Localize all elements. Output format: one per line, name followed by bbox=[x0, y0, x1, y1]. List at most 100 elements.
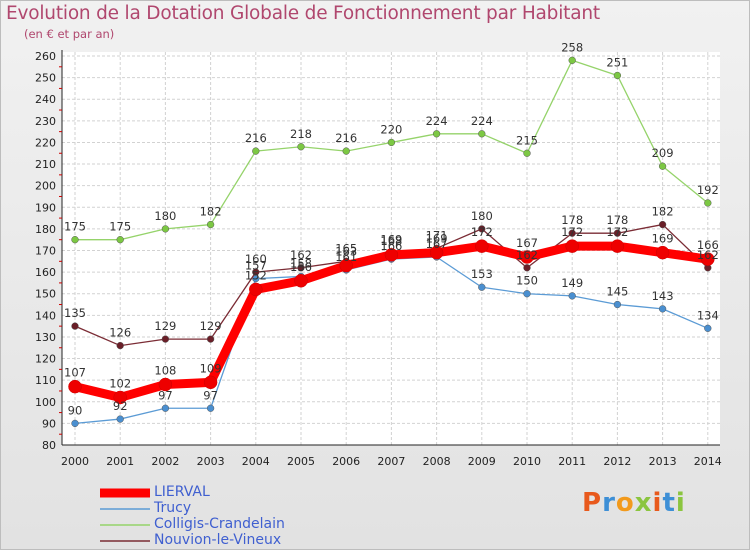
data-point bbox=[158, 377, 173, 392]
data-label: 160 bbox=[245, 252, 267, 266]
data-point bbox=[478, 130, 486, 138]
data-label: 156 bbox=[290, 260, 312, 274]
data-label: 182 bbox=[652, 205, 674, 219]
data-label: 129 bbox=[200, 319, 222, 333]
y-tick-label: 180 bbox=[35, 223, 56, 236]
data-label: 126 bbox=[109, 326, 131, 340]
data-label: 175 bbox=[64, 220, 86, 234]
data-label: 134 bbox=[697, 308, 719, 322]
data-label: 224 bbox=[471, 114, 493, 128]
chart-subtitle: (en € et par an) bbox=[24, 27, 115, 41]
data-point bbox=[704, 199, 712, 207]
x-tick-label: 2002 bbox=[151, 455, 179, 468]
y-tick-label: 100 bbox=[35, 396, 56, 409]
data-label: 169 bbox=[380, 233, 402, 247]
data-label: 152 bbox=[245, 268, 267, 282]
data-label: 90 bbox=[68, 403, 83, 417]
data-point bbox=[384, 248, 399, 262]
data-point bbox=[68, 379, 82, 394]
y-tick-label: 220 bbox=[35, 136, 56, 149]
data-label: 92 bbox=[113, 399, 128, 413]
data-label: 172 bbox=[471, 225, 493, 239]
data-point bbox=[71, 236, 79, 244]
data-label: 162 bbox=[697, 248, 719, 262]
x-tick-label: 2008 bbox=[423, 455, 451, 468]
data-label: 108 bbox=[154, 363, 176, 377]
legend-label: LIERVAL bbox=[154, 484, 210, 500]
data-label: 251 bbox=[606, 55, 628, 69]
data-label: 145 bbox=[606, 285, 628, 299]
data-label: 224 bbox=[426, 114, 448, 128]
data-label: 172 bbox=[606, 225, 628, 239]
data-point bbox=[387, 138, 396, 147]
data-label: 161 bbox=[335, 250, 357, 264]
data-label: 216 bbox=[335, 131, 357, 145]
data-point bbox=[568, 229, 576, 237]
y-tick-label: 120 bbox=[35, 353, 56, 366]
data-label: 215 bbox=[516, 133, 538, 147]
y-tick-label: 230 bbox=[35, 115, 56, 128]
y-tick-label: 140 bbox=[35, 309, 56, 322]
data-label: 178 bbox=[606, 213, 628, 227]
data-point bbox=[206, 220, 215, 229]
x-tick-label: 2003 bbox=[197, 455, 225, 468]
x-tick-label: 2006 bbox=[332, 455, 360, 468]
data-label: 172 bbox=[561, 225, 583, 239]
data-label: 182 bbox=[200, 205, 222, 219]
data-label: 109 bbox=[200, 361, 222, 375]
data-label: 216 bbox=[245, 131, 267, 145]
x-tick-label: 2010 bbox=[513, 455, 541, 468]
y-tick-label: 150 bbox=[35, 288, 56, 301]
logo-letter: r bbox=[602, 488, 616, 518]
data-point bbox=[523, 290, 531, 298]
data-label: 167 bbox=[516, 236, 538, 250]
y-tick-label: 80 bbox=[42, 439, 56, 452]
y-tick-label: 110 bbox=[35, 374, 56, 387]
x-tick-label: 2007 bbox=[377, 455, 405, 468]
data-point bbox=[116, 341, 124, 350]
data-point bbox=[71, 322, 79, 330]
data-point bbox=[206, 404, 215, 412]
data-label: 180 bbox=[154, 209, 176, 223]
data-label: 129 bbox=[154, 319, 176, 333]
data-point bbox=[342, 147, 350, 155]
x-tick-label: 2009 bbox=[468, 455, 496, 468]
data-label: 162 bbox=[290, 248, 312, 262]
x-tick-label: 2004 bbox=[242, 455, 270, 468]
data-label: 167 bbox=[426, 237, 448, 251]
data-point bbox=[71, 419, 79, 428]
data-label: 192 bbox=[697, 183, 719, 197]
y-tick-label: 210 bbox=[35, 158, 56, 171]
data-point bbox=[613, 300, 622, 309]
data-label: 171 bbox=[426, 228, 448, 242]
y-tick-label: 170 bbox=[35, 245, 56, 258]
y-tick-label: 250 bbox=[35, 72, 56, 85]
logo-letter: o bbox=[615, 488, 635, 518]
y-tick-label: 190 bbox=[35, 201, 56, 214]
y-tick-label: 200 bbox=[35, 180, 56, 193]
data-point bbox=[655, 245, 670, 260]
data-point bbox=[701, 252, 715, 266]
logo-letter: i bbox=[675, 488, 686, 518]
data-label: 157 bbox=[245, 259, 267, 273]
data-point bbox=[523, 149, 531, 157]
x-tick-label: 2013 bbox=[649, 455, 677, 468]
logo-letter: t bbox=[662, 488, 676, 518]
legend-label: Nouvion-le-Vineux bbox=[154, 532, 282, 548]
data-point bbox=[203, 375, 218, 390]
data-point bbox=[294, 274, 308, 288]
data-point bbox=[704, 324, 712, 332]
data-label: 218 bbox=[290, 127, 312, 141]
data-point bbox=[161, 335, 170, 343]
data-point bbox=[478, 225, 486, 233]
data-point bbox=[116, 236, 124, 244]
data-label: 165 bbox=[335, 241, 357, 255]
y-tick-label: 90 bbox=[42, 417, 56, 430]
data-label: 258 bbox=[561, 40, 583, 54]
data-point bbox=[613, 229, 622, 237]
data-point bbox=[478, 283, 486, 291]
data-point bbox=[113, 390, 127, 405]
data-point bbox=[568, 56, 576, 64]
data-label: 178 bbox=[561, 213, 583, 227]
